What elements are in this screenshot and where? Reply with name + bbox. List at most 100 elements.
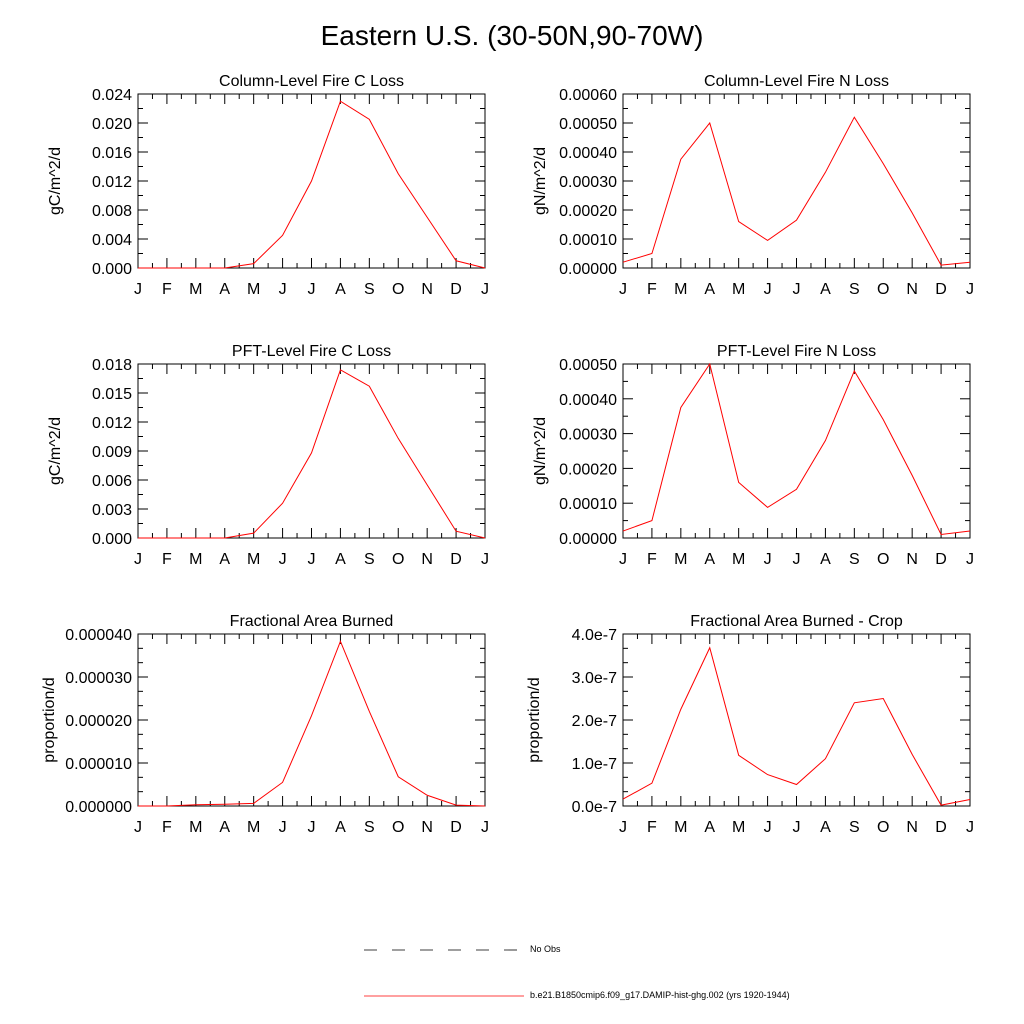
- x-tick-label: J: [793, 819, 801, 836]
- x-tick-label: A: [704, 551, 715, 568]
- x-tick-label: F: [162, 819, 172, 836]
- y-tick-label: 0.00050: [559, 357, 617, 374]
- x-tick-label: M: [674, 281, 687, 298]
- y-axis-label: gN/m^2/d: [532, 147, 549, 215]
- y-axis-label: proportion/d: [41, 677, 58, 762]
- y-tick-label: 0.024: [92, 87, 132, 104]
- x-tick-label: D: [450, 819, 462, 836]
- x-tick-label: J: [134, 819, 142, 836]
- y-tick-label: 0.016: [92, 145, 132, 162]
- x-tick-label: A: [335, 551, 346, 568]
- y-tick-label: 0.020: [92, 116, 132, 133]
- x-tick-label: J: [308, 281, 316, 298]
- x-tick-label: D: [450, 551, 462, 568]
- y-axis-label: gC/m^2/d: [47, 417, 64, 485]
- x-tick-label: F: [647, 281, 657, 298]
- y-tick-label: 0.0e-7: [572, 799, 617, 816]
- x-tick-label: J: [279, 281, 287, 298]
- y-tick-label: 1.0e-7: [572, 756, 617, 773]
- x-tick-label: N: [421, 551, 433, 568]
- x-tick-label: M: [189, 551, 202, 568]
- x-tick-label: M: [674, 819, 687, 836]
- x-tick-label: A: [335, 281, 346, 298]
- y-tick-label: 0.00040: [559, 392, 617, 409]
- chart-title: PFT-Level Fire N Loss: [717, 343, 876, 360]
- x-tick-label: O: [392, 551, 404, 568]
- x-tick-label: J: [134, 551, 142, 568]
- x-tick-label: A: [820, 281, 831, 298]
- x-tick-label: F: [647, 819, 657, 836]
- x-tick-label: J: [764, 281, 772, 298]
- x-tick-label: M: [247, 819, 260, 836]
- x-tick-label: A: [335, 819, 346, 836]
- y-tick-label: 0.00050: [559, 116, 617, 133]
- y-tick-label: 0.000010: [65, 756, 132, 773]
- x-tick-label: S: [364, 819, 375, 836]
- x-tick-label: O: [392, 819, 404, 836]
- y-tick-label: 0.012: [92, 415, 132, 432]
- y-axis-label: gN/m^2/d: [532, 417, 549, 485]
- x-tick-label: O: [877, 281, 889, 298]
- x-tick-label: M: [189, 819, 202, 836]
- y-tick-label: 0.003: [92, 502, 132, 519]
- x-tick-label: O: [877, 819, 889, 836]
- y-tick-label: 0.000040: [65, 627, 132, 644]
- x-tick-label: M: [732, 281, 745, 298]
- x-tick-label: J: [481, 819, 489, 836]
- x-tick-label: A: [820, 551, 831, 568]
- x-tick-label: N: [906, 551, 918, 568]
- x-tick-label: F: [162, 281, 172, 298]
- x-tick-label: J: [279, 551, 287, 568]
- chart-title: Column-Level Fire C Loss: [219, 73, 404, 90]
- x-tick-label: M: [247, 551, 260, 568]
- y-tick-label: 0.00000: [559, 261, 617, 278]
- x-tick-label: J: [966, 281, 974, 298]
- y-tick-label: 0.00030: [559, 174, 617, 191]
- x-tick-label: S: [364, 281, 375, 298]
- y-tick-label: 2.0e-7: [572, 713, 617, 730]
- x-tick-label: A: [704, 819, 715, 836]
- y-tick-label: 0.000030: [65, 670, 132, 687]
- x-tick-label: S: [849, 819, 860, 836]
- y-tick-label: 0.000: [92, 531, 132, 548]
- legend-model-label: b.e21.B1850cmip6.f09_g17.DAMIP-hist-ghg.…: [530, 990, 790, 1000]
- y-tick-label: 0.00010: [559, 232, 617, 249]
- y-tick-label: 0.009: [92, 444, 132, 461]
- legend-obs-label: No Obs: [530, 944, 561, 954]
- x-tick-label: J: [279, 819, 287, 836]
- x-tick-label: J: [308, 551, 316, 568]
- y-axis-label: gC/m^2/d: [47, 147, 64, 215]
- x-tick-label: O: [877, 551, 889, 568]
- x-tick-label: A: [219, 281, 230, 298]
- y-tick-label: 0.000000: [65, 799, 132, 816]
- x-tick-label: N: [421, 819, 433, 836]
- x-tick-label: J: [764, 551, 772, 568]
- x-tick-label: O: [392, 281, 404, 298]
- y-tick-label: 0.000: [92, 261, 132, 278]
- y-tick-label: 0.00030: [559, 427, 617, 444]
- y-tick-label: 0.012: [92, 174, 132, 191]
- x-tick-label: D: [935, 551, 947, 568]
- x-tick-label: N: [421, 281, 433, 298]
- x-tick-label: J: [966, 819, 974, 836]
- y-tick-label: 0.006: [92, 473, 132, 490]
- y-axis-label: proportion/d: [526, 677, 543, 762]
- x-tick-label: M: [732, 819, 745, 836]
- y-tick-label: 0.004: [92, 232, 132, 249]
- x-tick-label: F: [647, 551, 657, 568]
- x-tick-label: J: [619, 551, 627, 568]
- x-tick-label: J: [619, 819, 627, 836]
- x-tick-label: D: [450, 281, 462, 298]
- x-tick-label: J: [481, 551, 489, 568]
- x-tick-label: A: [219, 819, 230, 836]
- x-tick-label: J: [764, 819, 772, 836]
- y-tick-label: 0.00010: [559, 496, 617, 513]
- y-tick-label: 0.00000: [559, 531, 617, 548]
